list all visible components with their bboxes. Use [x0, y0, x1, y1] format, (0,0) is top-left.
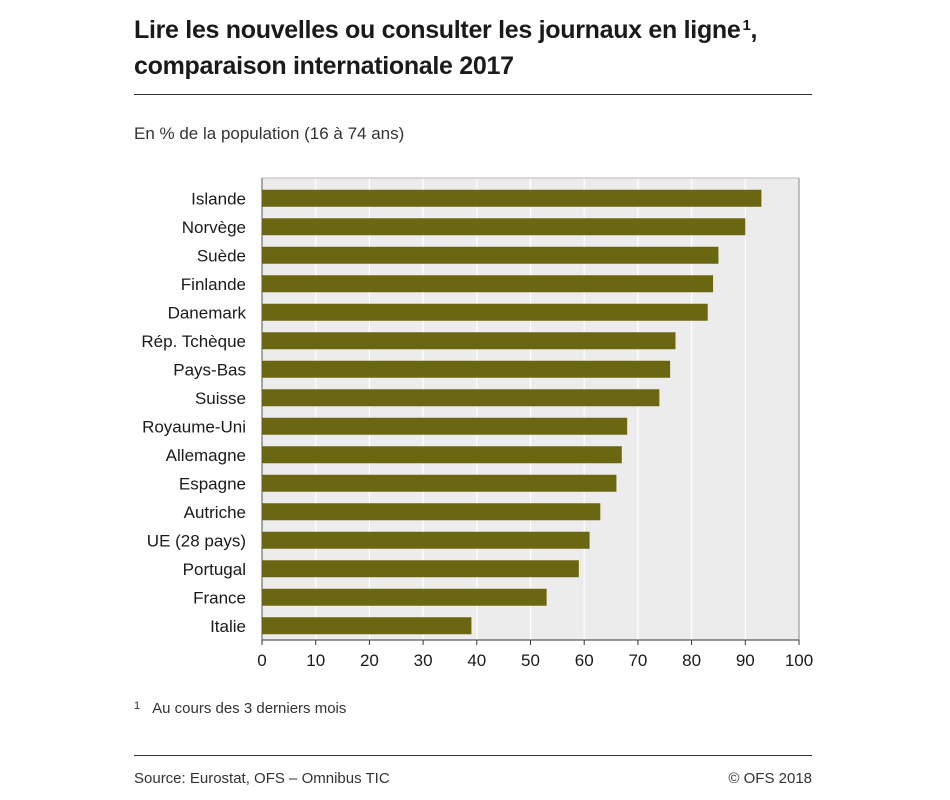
category-label: Islande: [191, 189, 246, 208]
category-label: Allemagne: [166, 446, 246, 465]
category-label: Autriche: [184, 503, 246, 522]
footer-divider: [134, 755, 812, 756]
x-tick-label: 20: [360, 651, 379, 670]
category-label: Italie: [210, 617, 246, 636]
category-label: Suède: [197, 246, 246, 265]
footnote-text: Au cours des 3 derniers mois: [152, 700, 347, 717]
category-label: UE (28 pays): [147, 531, 246, 550]
bar: [262, 389, 660, 407]
bar: [262, 218, 746, 236]
x-tick-label: 50: [521, 651, 540, 670]
category-label: Rép. Tchèque: [141, 332, 246, 351]
title-divider: [134, 94, 812, 95]
bar: [262, 503, 601, 521]
bar: [262, 189, 762, 207]
bar: [262, 275, 714, 293]
x-tick-label: 40: [467, 651, 486, 670]
chart-subtitle: En % de la population (16 à 74 ans): [134, 124, 405, 143]
title-line-1: Lire les nouvelles ou consulter les jour…: [134, 16, 741, 44]
bar: [262, 474, 617, 492]
footnote-marker: 1: [134, 700, 141, 712]
footnote: 1 Au cours des 3 derniers mois: [134, 700, 346, 717]
bar: [262, 560, 579, 578]
category-label: Norvège: [182, 218, 246, 237]
bar: [262, 446, 622, 464]
category-label: France: [193, 588, 246, 607]
title-footnote-marker: 1: [742, 17, 751, 34]
category-label: Finlande: [181, 275, 246, 294]
bar: [262, 588, 547, 606]
copyright-text: © OFS 2018: [728, 770, 812, 787]
category-label: Pays-Bas: [173, 360, 246, 379]
x-tick-label: 0: [257, 651, 266, 670]
bar: [262, 531, 590, 549]
title-comma: ,: [750, 16, 758, 44]
source-text: Source: Eurostat, OFS – Omnibus TIC: [134, 770, 390, 787]
bar: [262, 332, 676, 350]
bar-chart: Islande Norvège Suède Finlande Danemark Rép. …: [141, 177, 813, 670]
category-label: Royaume-Uni: [142, 417, 246, 436]
x-tick-label: 30: [414, 651, 433, 670]
x-tick-label: 80: [682, 651, 701, 670]
chart-title: Lire les nouvelles ou consulter les jour…: [134, 12, 814, 84]
x-tick-label: 70: [628, 651, 647, 670]
x-tick-label: 100: [785, 651, 813, 670]
title-line-2: comparaison internationale 2017: [134, 52, 514, 80]
bar: [262, 246, 719, 264]
category-label: Espagne: [179, 474, 246, 493]
bar: [262, 360, 671, 378]
category-label: Portugal: [183, 560, 246, 579]
category-label: Suisse: [195, 389, 246, 408]
category-label: Danemark: [168, 303, 247, 322]
x-tick-label: 10: [306, 651, 325, 670]
bar: [262, 617, 472, 635]
x-tick-label: 90: [736, 651, 755, 670]
x-tick-label: 60: [575, 651, 594, 670]
bar: [262, 303, 708, 321]
bar: [262, 417, 628, 435]
